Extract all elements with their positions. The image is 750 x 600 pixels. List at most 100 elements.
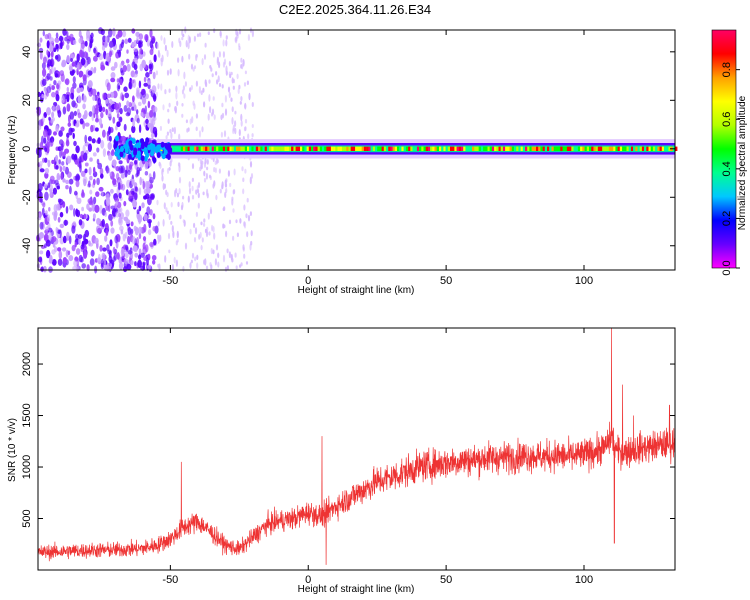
heatmap-cell — [450, 146, 453, 151]
heatmap-cell — [46, 250, 51, 257]
heatmap-cell — [50, 118, 54, 124]
heatmap-cell — [110, 77, 116, 83]
heatmap-cell — [66, 43, 70, 51]
heatmap-cell — [586, 146, 590, 151]
heatmap-cell — [166, 210, 170, 215]
heatmap-cell — [280, 146, 283, 151]
heatmap-cell — [405, 146, 409, 151]
heatmap-cell — [472, 146, 475, 151]
heatmap-cell — [165, 207, 168, 213]
heatmap-cell — [201, 58, 204, 66]
heatmap-cell — [221, 112, 225, 119]
heatmap-cell — [573, 146, 576, 151]
spectrogram-x-axis-label: Height of straight line (km) — [298, 285, 415, 296]
heatmap-cell — [218, 83, 222, 87]
heatmap-cell — [174, 146, 177, 151]
heatmap-cell — [97, 137, 101, 145]
heatmap-cell — [231, 117, 234, 125]
heatmap-cell — [136, 166, 140, 175]
heatmap-cell — [136, 209, 140, 215]
heatmap-cell — [491, 146, 495, 151]
heatmap-cell — [62, 165, 66, 171]
heatmap-cell — [216, 79, 219, 85]
heatmap-cell — [90, 124, 94, 133]
heatmap-cell — [443, 146, 446, 151]
heatmap-cell — [55, 182, 60, 188]
heatmap-cell — [144, 171, 149, 176]
heatmap-cell — [123, 266, 128, 273]
heatmap-cell — [124, 147, 129, 154]
heatmap-cell — [83, 152, 88, 161]
heatmap-cell — [589, 146, 592, 151]
snr-series-line — [38, 328, 675, 565]
heatmap-cell — [71, 69, 76, 74]
heatmap-cell — [375, 146, 378, 151]
heatmap-cell — [110, 72, 116, 79]
heatmap-cell — [134, 159, 138, 165]
heatmap-cell — [218, 168, 221, 174]
heatmap-cell — [126, 49, 129, 54]
heatmap-cell — [127, 169, 131, 175]
heatmap-cell — [138, 33, 143, 40]
heatmap-cell — [47, 59, 52, 67]
heatmap-cell — [84, 162, 89, 167]
heatmap-cell — [59, 166, 63, 173]
heatmap-cell — [224, 108, 228, 116]
heatmap-cell — [72, 221, 77, 227]
heatmap-cell — [92, 95, 96, 101]
heatmap-cell — [104, 36, 108, 42]
heatmap-cell — [251, 102, 254, 107]
heatmap-cell — [190, 85, 193, 90]
heatmap-cell — [116, 82, 120, 92]
heatmap-cell — [355, 146, 358, 151]
heatmap-cell — [80, 191, 86, 198]
heatmap-cell — [142, 236, 147, 242]
heatmap-cell — [168, 88, 171, 93]
spectrogram-frame — [37, 29, 676, 271]
heatmap-cell — [206, 188, 209, 197]
heatmap-cell — [100, 64, 106, 71]
heatmap-cell — [525, 146, 528, 151]
heatmap-cell — [109, 50, 112, 58]
heatmap-cell — [251, 146, 254, 151]
heatmap-cell — [107, 108, 112, 118]
heatmap-cell — [176, 192, 179, 198]
heatmap-cell — [39, 161, 43, 167]
heatmap-cell — [228, 91, 231, 99]
heatmap-cell — [123, 123, 127, 132]
heatmap-cell — [233, 146, 237, 151]
heatmap-cell — [171, 41, 174, 48]
heatmap-cell — [191, 163, 195, 170]
heatmap-cell — [174, 106, 177, 112]
heatmap-cell — [195, 54, 198, 58]
heatmap-cell — [62, 106, 67, 115]
colorbar-tick-label: 0.2 — [721, 211, 733, 226]
heatmap-cell — [134, 261, 137, 267]
heatmap-cell — [245, 261, 249, 265]
heatmap-cell — [144, 244, 149, 253]
heatmap-cell — [46, 214, 51, 223]
heatmap-cell — [58, 199, 64, 206]
heatmap-cell — [215, 244, 219, 251]
heatmap-cell — [49, 43, 53, 53]
heatmap-cell — [176, 238, 179, 243]
heatmap-cell — [160, 35, 163, 41]
heatmap-cell — [293, 146, 296, 151]
heatmap-cell — [39, 168, 45, 173]
heatmap-cell — [212, 96, 215, 101]
heatmap-cell — [339, 146, 343, 151]
heatmap-cell — [137, 259, 143, 268]
heatmap-cell — [109, 171, 112, 177]
x-tick-label: 0 — [305, 574, 311, 586]
heatmap-cell — [112, 246, 116, 254]
heatmap-cell — [201, 237, 204, 243]
heatmap-cell — [269, 146, 272, 151]
heatmap-cell — [49, 254, 53, 264]
heatmap-cell — [97, 97, 101, 106]
heatmap-cell — [467, 146, 470, 151]
heatmap-cell — [119, 151, 124, 158]
heatmap-cell — [179, 214, 182, 220]
heatmap-cell — [76, 197, 82, 204]
heatmap-cell — [246, 80, 249, 86]
heatmap-cell — [412, 146, 415, 151]
